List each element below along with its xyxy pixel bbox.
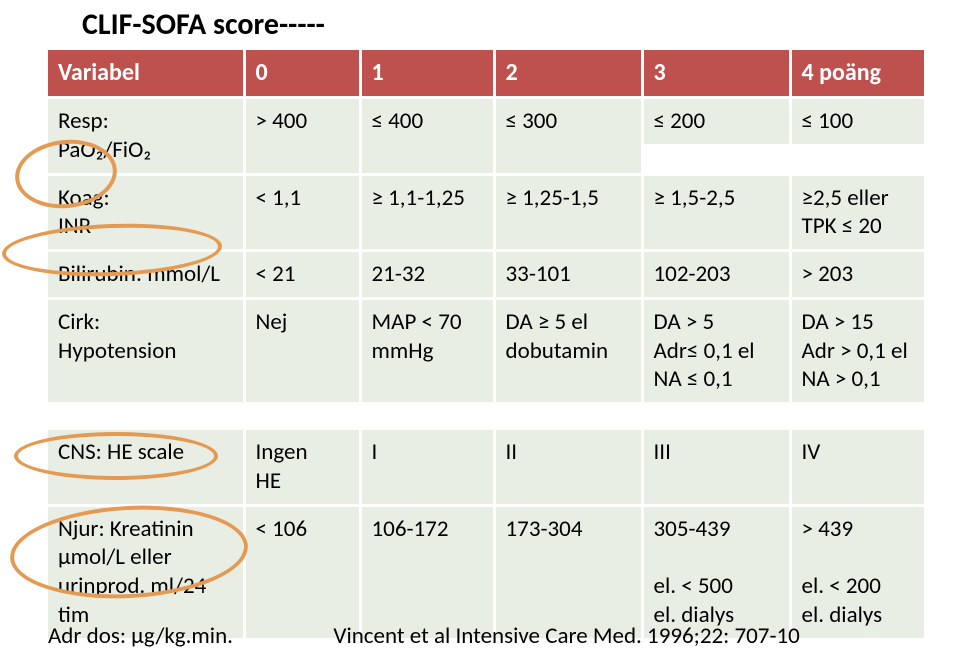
row-cell: 305-439 el. < 500el. dialys — [642, 507, 790, 638]
table-row: Resp:PaO₂/FiO₂> 400≤ 400≤ 300≤ 200≤ 100 — [48, 99, 924, 173]
row-variable: Koag:INR — [48, 176, 244, 250]
row-cell: 21-32 — [360, 252, 494, 297]
row-cell: Nej — [244, 300, 360, 402]
table-header-cell: 3 — [642, 50, 790, 96]
row-cell: < 106 — [244, 507, 360, 638]
row-cell: ≤ 100 — [790, 99, 924, 173]
table-header-cell: Variabel — [48, 50, 244, 96]
table-header-cell: 4 poäng — [790, 50, 924, 96]
row-cell: ≥ 1,1-1,25 — [360, 176, 494, 250]
table-header-cell: 2 — [494, 50, 642, 96]
row-cell: > 439 el. < 200el. dialys — [790, 507, 924, 638]
row-cell: ≤ 200 — [642, 99, 790, 173]
row-cell: 33-101 — [494, 252, 642, 297]
footnote-left: Adr dos: µg/kg.min. — [48, 622, 233, 650]
footnote-right: Vincent et al Intensive Care Med. 1996;2… — [333, 622, 799, 650]
row-variable: Njur: Kreatininµmol/L ellerurinprod. ml/… — [48, 507, 244, 638]
table-row: CNS: HE scaleIngenHEIIIIIIIV — [48, 430, 924, 504]
row-cell: 102-203 — [642, 252, 790, 297]
row-cell: ≤ 300 — [494, 99, 642, 173]
row-variable: Bilirubin: mmol/L — [48, 252, 244, 297]
row-cell: DA > 5Adr≤ 0,1 elNA ≤ 0,1 — [642, 300, 790, 402]
row-cell: > 400 — [244, 99, 360, 173]
page-root: CLIF-SOFA score----- Variabel01234 poäng… — [0, 0, 960, 668]
row-variable: Resp:PaO₂/FiO₂ — [48, 99, 244, 173]
score-table-1: Variabel01234 poängResp:PaO₂/FiO₂> 400≤ … — [48, 50, 924, 402]
row-cell: > 203 — [790, 252, 924, 297]
row-cell: DA ≥ 5 eldobutamin — [494, 300, 642, 402]
row-cell: 106-172 — [360, 507, 494, 638]
row-cell: MAP < 70mmHg — [360, 300, 494, 402]
table-row: Koag:INR< 1,1≥ 1,1-1,25≥ 1,25-1,5≥ 1,5-2… — [48, 176, 924, 250]
row-variable: CNS: HE scale — [48, 430, 244, 504]
row-variable: Cirk:Hypotension — [48, 300, 244, 402]
row-cell: 173-304 — [494, 507, 642, 638]
row-cell: IV — [790, 430, 924, 504]
table-row: Cirk:HypotensionNejMAP < 70mmHgDA ≥ 5 el… — [48, 300, 924, 402]
score-table-2: CNS: HE scaleIngenHEIIIIIIIVNjur: Kreati… — [48, 430, 924, 638]
footnote: Adr dos: µg/kg.min. Vincent et al Intens… — [48, 622, 800, 650]
table-header-cell: 1 — [360, 50, 494, 96]
table-row: Bilirubin: mmol/L< 2121-3233-101102-203>… — [48, 252, 924, 297]
row-cell: < 21 — [244, 252, 360, 297]
row-cell: ≥ 1,25-1,5 — [494, 176, 642, 250]
row-cell: II — [494, 430, 642, 504]
table-header-cell: 0 — [244, 50, 360, 96]
row-cell: ≥2,5 ellerTPK ≤ 20 — [790, 176, 924, 250]
row-cell: I — [360, 430, 494, 504]
row-cell: ≤ 400 — [360, 99, 494, 173]
row-cell: III — [642, 430, 790, 504]
table-row: Njur: Kreatininµmol/L ellerurinprod. ml/… — [48, 507, 924, 638]
table-header: Variabel01234 poäng — [48, 50, 924, 96]
page-title: CLIF-SOFA score----- — [82, 6, 325, 43]
row-cell: < 1,1 — [244, 176, 360, 250]
row-cell: DA > 15Adr > 0,1 elNA > 0,1 — [790, 300, 924, 402]
row-cell: ≥ 1,5-2,5 — [642, 176, 790, 250]
row-cell: IngenHE — [244, 430, 360, 504]
